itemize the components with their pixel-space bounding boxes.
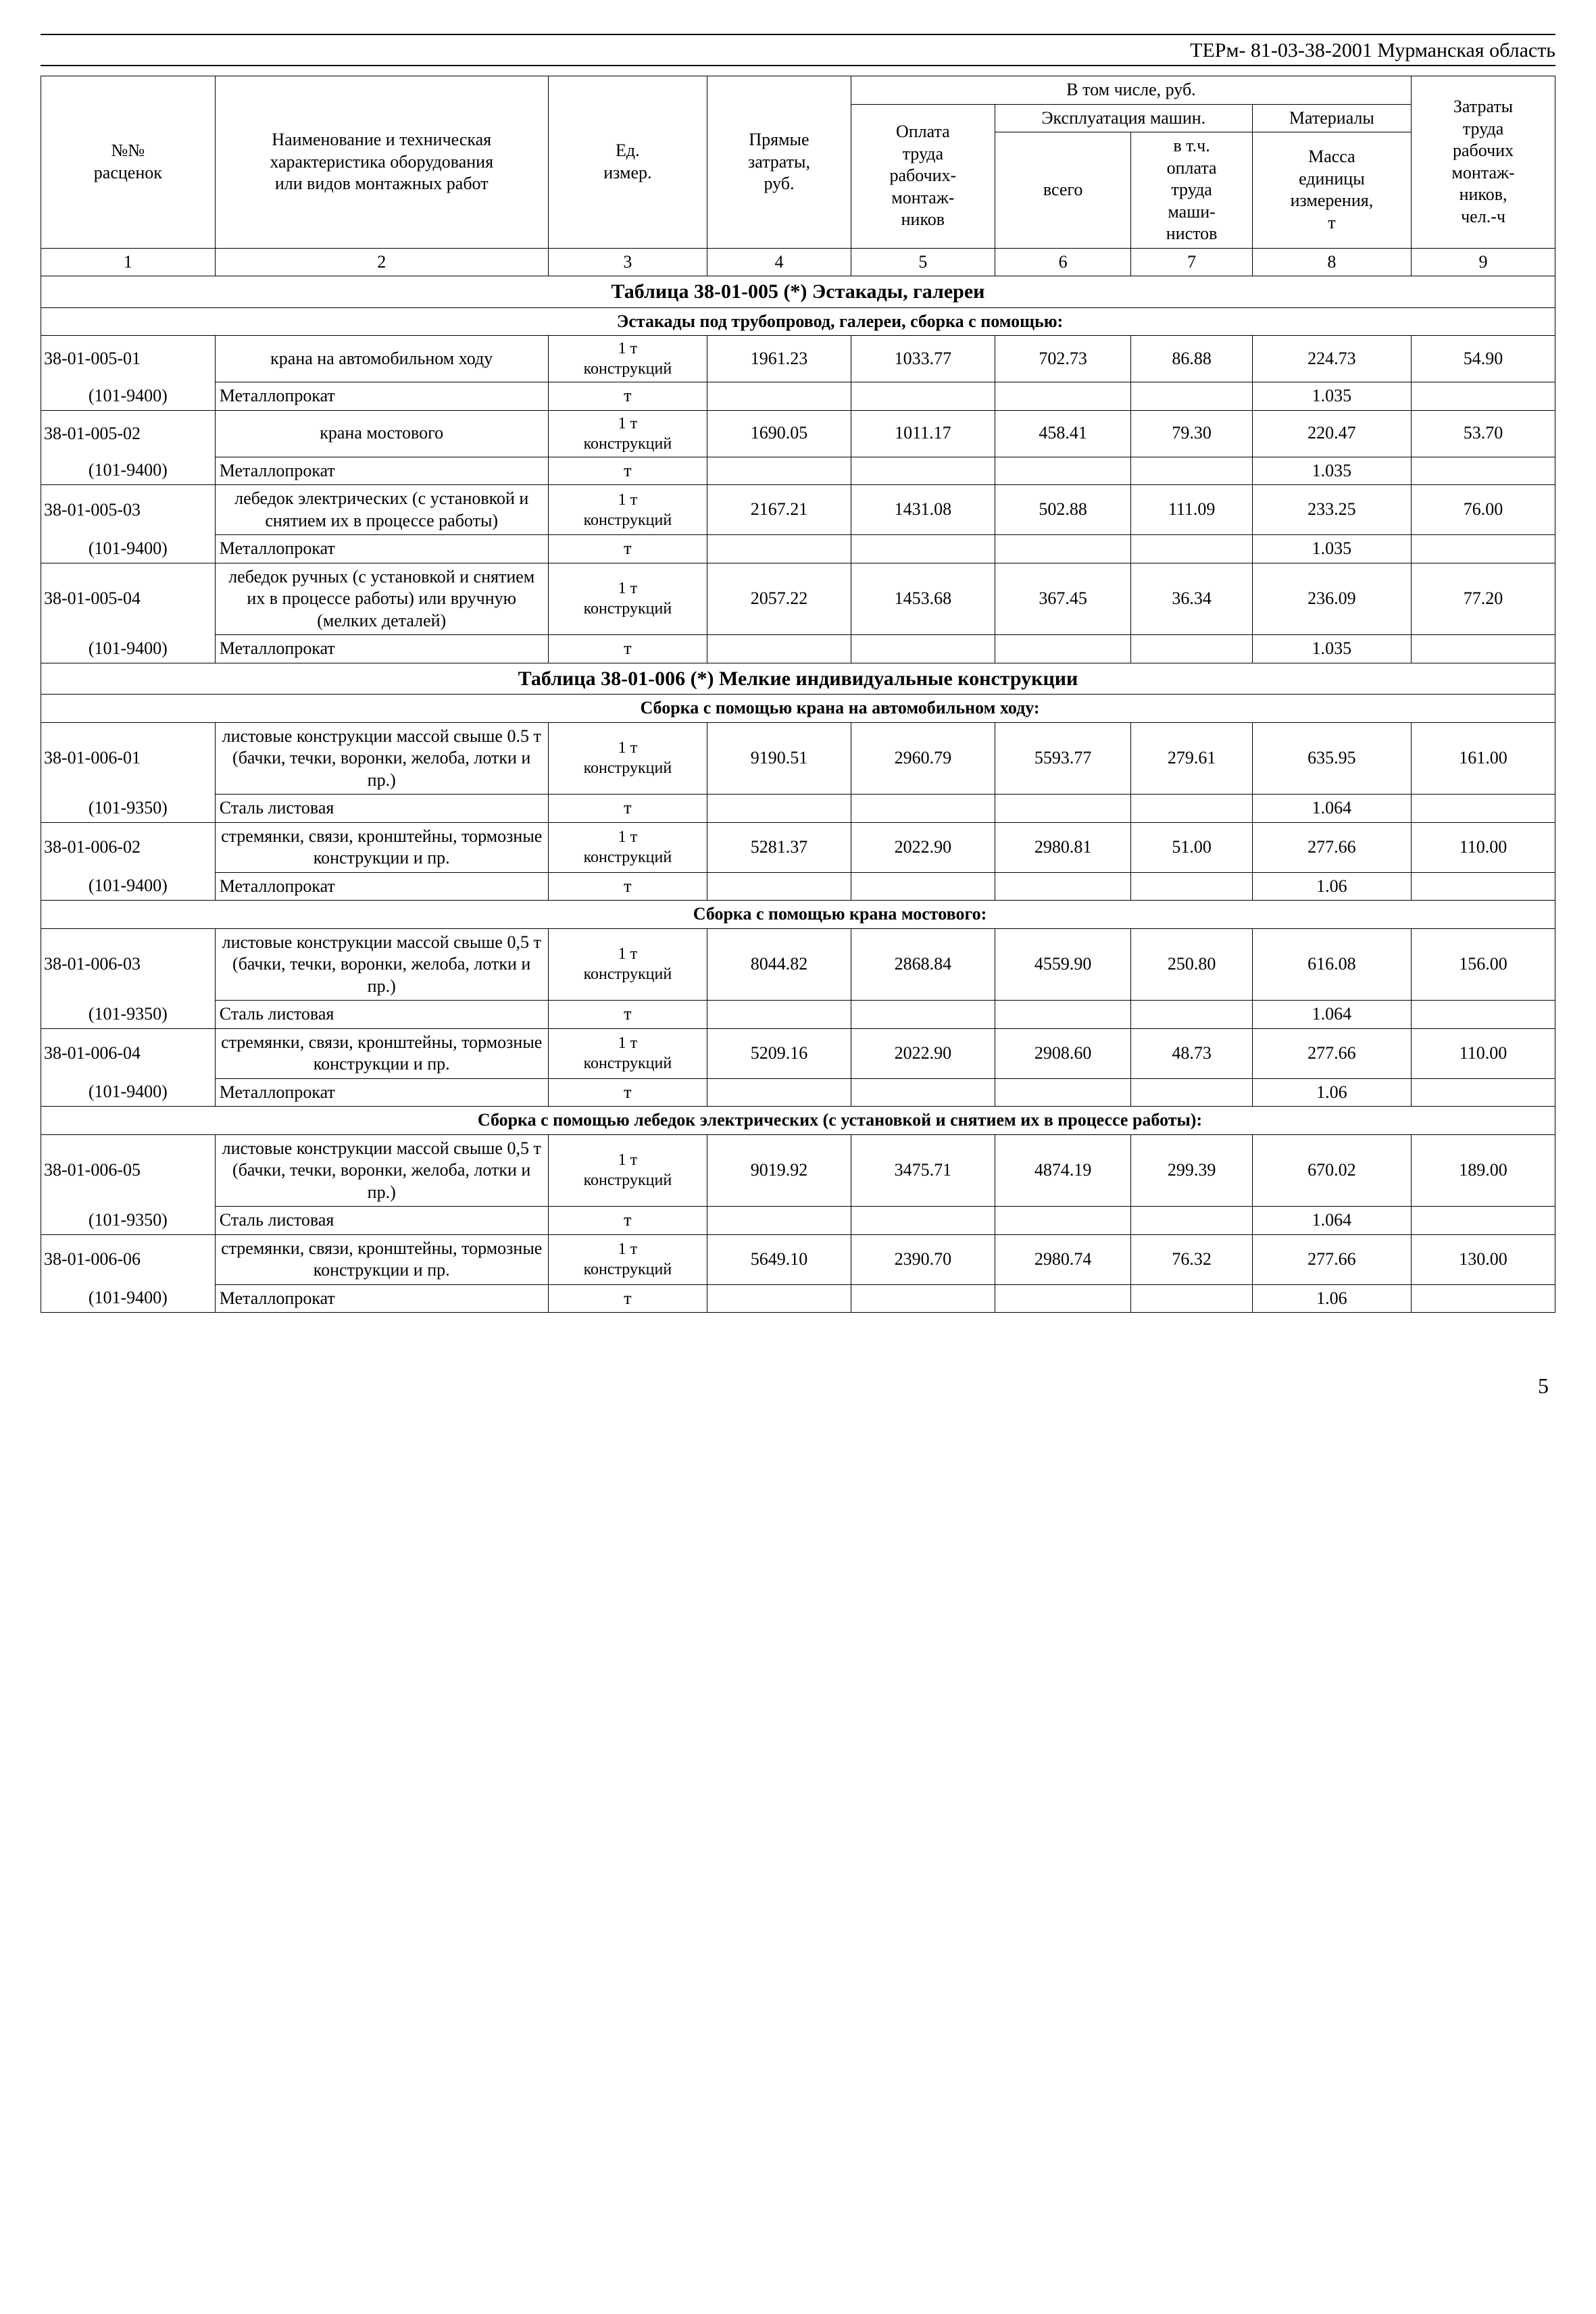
col-header-labor: Затратытруда рабочихмонтаж- ников,чел.-ч	[1412, 76, 1555, 249]
table-row-material: (101-9400) Металлопрокат т 1.06	[41, 872, 1555, 901]
table-row: 38-01-006-03 листовые конструкции массой…	[41, 928, 1555, 1001]
header-colnums: 1 2 3 4 5 6 7 8 9	[41, 248, 1555, 276]
header-row-1: №№расценок Наименование и техническаяхар…	[41, 76, 1555, 105]
col-header-wages: Оплататруда рабочих-монтаж-ников	[851, 104, 995, 248]
col-header-unit: Ед.измер.	[548, 76, 707, 249]
col-header-mass: Массаединицы измерения,т	[1252, 132, 1411, 249]
section-title-006: Таблица 38-01-006 (*) Мелкие индивидуаль…	[41, 663, 1555, 695]
table-row-material: (101-9350) Сталь листовая т 1.064	[41, 1207, 1555, 1235]
col-header-code: №№расценок	[41, 76, 216, 249]
table-row: 38-01-006-04 стремянки, связи, кронштейн…	[41, 1028, 1555, 1078]
table-row-material: (101-9350) Сталь листовая т 1.064	[41, 1001, 1555, 1029]
col-header-machines: Эксплуатация машин.	[995, 104, 1252, 132]
group-title: Сборка с помощью лебедок электрических (…	[41, 1107, 1555, 1135]
table-row-material: (101-9400) Металлопрокат т 1.06	[41, 1078, 1555, 1107]
table-row-material: (101-9350) Сталь листовая т 1.064	[41, 795, 1555, 823]
col-header-name: Наименование и техническаяхарактеристика…	[215, 76, 548, 249]
table-row: 38-01-005-03 лебедок электрических (с ус…	[41, 485, 1555, 535]
table-row: 38-01-005-02 крана мостового 1 тконструк…	[41, 410, 1555, 457]
col-header-machinist: в т.ч.оплата трудамаши-нистов	[1131, 132, 1252, 249]
table-row: 38-01-006-06 стремянки, связи, кронштейн…	[41, 1234, 1555, 1284]
group-title: Эстакады под трубопровод, галереи, сборк…	[41, 307, 1555, 336]
table-row: 38-01-006-05 листовые конструкции массой…	[41, 1134, 1555, 1207]
table-row: 38-01-005-04 лебедок ручных (с установко…	[41, 563, 1555, 635]
document-header: ТЕРм- 81-03-38-2001 Мурманская область	[41, 39, 1555, 66]
table-row-material: (101-9400) Металлопрокат т 1.035	[41, 457, 1555, 485]
group-title: Сборка с помощью крана на автомобильном …	[41, 695, 1555, 723]
col-header-machines-total: всего	[995, 132, 1131, 249]
table-row: 38-01-006-02 стремянки, связи, кронштейн…	[41, 822, 1555, 872]
section-title-005: Таблица 38-01-005 (*) Эстакады, галереи	[41, 276, 1555, 308]
table-row-material: (101-9400) Металлопрокат т 1.035	[41, 382, 1555, 411]
page-number: 5	[41, 1374, 1555, 1399]
rates-table: №№расценок Наименование и техническаяхар…	[41, 76, 1555, 1313]
table-row-material: (101-9400) Металлопрокат т 1.035	[41, 635, 1555, 663]
col-header-materials: Материалы	[1252, 104, 1411, 132]
col-header-including: В том числе, руб.	[851, 76, 1411, 105]
table-row-material: (101-9400) Металлопрокат т 1.06	[41, 1284, 1555, 1313]
table-row-material: (101-9400) Металлопрокат т 1.035	[41, 535, 1555, 563]
table-row: 38-01-005-01 крана на автомобильном ходу…	[41, 336, 1555, 382]
group-title: Сборка с помощью крана мостового:	[41, 901, 1555, 929]
col-header-direct: Прямыезатраты,руб.	[707, 76, 851, 249]
table-row: 38-01-006-01 листовые конструкции массой…	[41, 722, 1555, 795]
